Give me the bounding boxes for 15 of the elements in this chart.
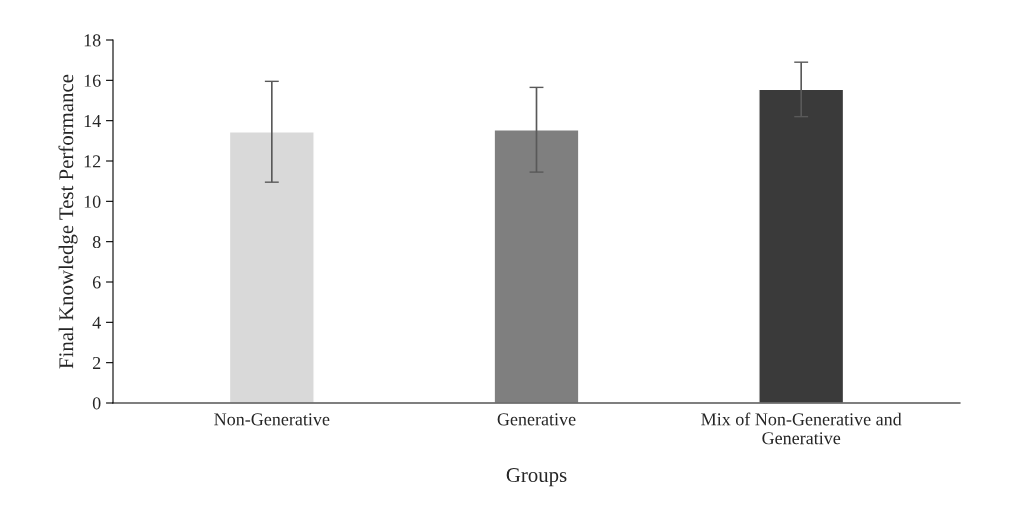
y-tick-label: 16 xyxy=(84,74,101,87)
x-tick-label: Mix of Non-Generative and Generative xyxy=(701,412,902,445)
y-tick-label: 8 xyxy=(92,235,101,249)
y-tick-label: 4 xyxy=(92,316,101,329)
x-tick-label: Non-Generative xyxy=(214,413,330,426)
y-tick-label: 2 xyxy=(92,356,101,369)
y-tick-label: 14 xyxy=(84,115,101,127)
y-tick-label: 12 xyxy=(84,155,101,168)
x-tick-label: Generative xyxy=(497,413,576,426)
y-axis-title: Final Knowledge Test Performance xyxy=(58,74,78,369)
y-tick-label: 0 xyxy=(92,397,101,410)
y-tick-label: 10 xyxy=(84,195,101,208)
y-tick-label: 18 xyxy=(84,34,101,47)
y-tick-label: 6 xyxy=(92,276,101,289)
x-axis-title: Groups xyxy=(506,468,567,487)
